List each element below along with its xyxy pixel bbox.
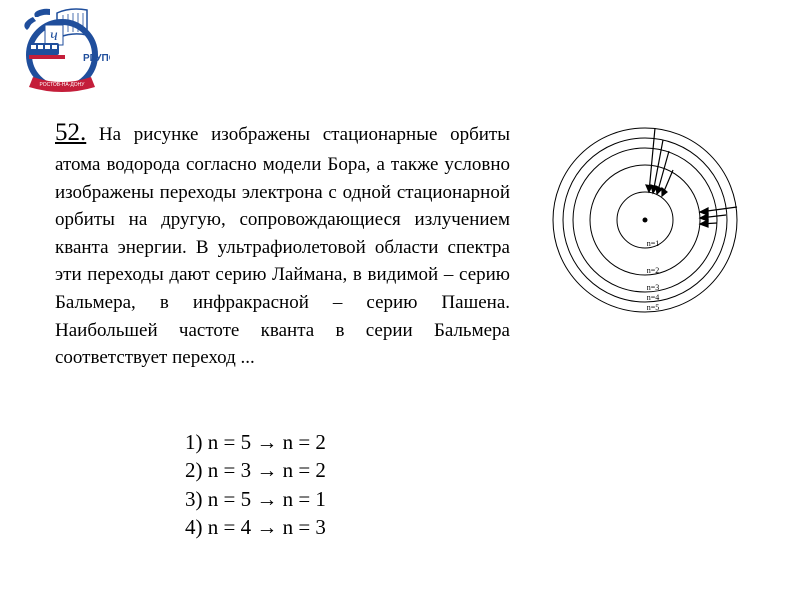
answer-options: 1) n = 5 → n = 2 2) n = 3 → n = 2 3) n =… (185, 428, 326, 541)
bohr-model-diagram: n=1 n=2 n=3n=4n=5 (540, 115, 750, 325)
svg-text:n=2: n=2 (647, 266, 660, 275)
question-text: 52. На рисунке изображены стационарные о… (55, 115, 510, 372)
university-logo: ч РГУПС РОСТОВ-НА-ДОНУ (15, 5, 110, 95)
answer-option-1: 1) n = 5 → n = 2 (185, 428, 326, 456)
question-number: 52. (55, 119, 86, 146)
answer-option-2: 2) n = 3 → n = 2 (185, 456, 326, 484)
svg-text:n=4: n=4 (647, 293, 660, 302)
answer-option-4: 4) n = 4 → n = 3 (185, 513, 326, 541)
svg-text:n=3: n=3 (647, 283, 660, 292)
svg-text:n=5: n=5 (647, 303, 660, 312)
svg-text:n=1: n=1 (647, 239, 660, 248)
svg-text:ч: ч (50, 27, 58, 44)
logo-text: РГУПС (83, 53, 110, 64)
answer-option-3: 3) n = 5 → n = 1 (185, 485, 326, 513)
logo-ribbon-text: РОСТОВ-НА-ДОНУ (40, 82, 86, 88)
question-body: На рисунке изображены стационарные орбит… (55, 124, 510, 368)
